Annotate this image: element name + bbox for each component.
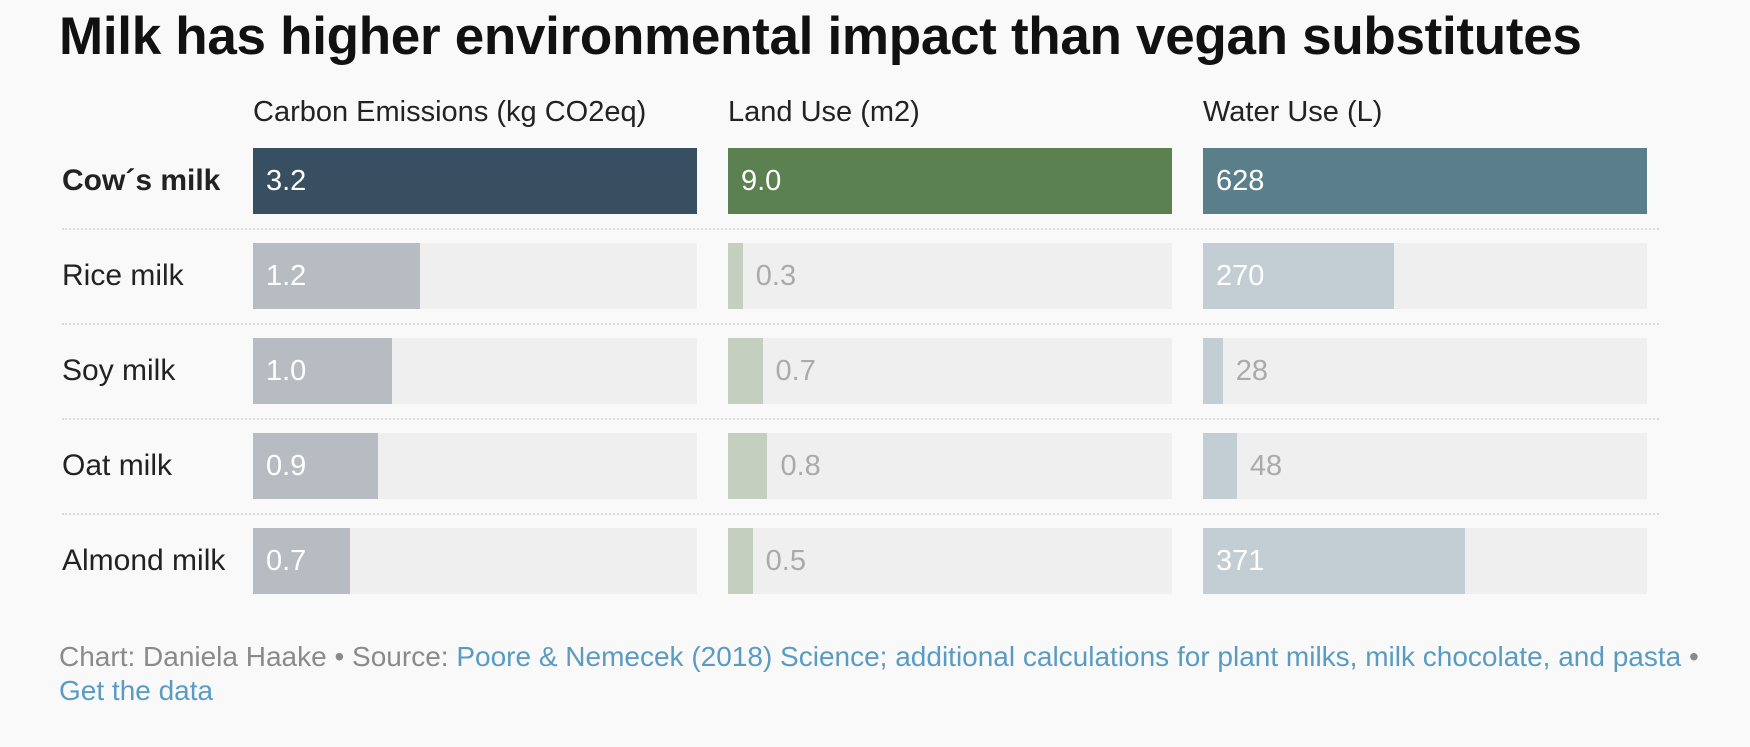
bar-track: 0.5 <box>728 528 1172 594</box>
row-label-oat-milk: Oat milk <box>62 449 173 482</box>
bar-land <box>728 243 743 309</box>
bar-value-label: 0.5 <box>765 545 806 577</box>
bar-value-label: 371 <box>1216 545 1265 577</box>
chart-title: Milk has higher environmental impact tha… <box>59 7 1582 66</box>
bar-track: 270 <box>1203 243 1647 309</box>
bar-track: 1.2 <box>253 243 697 309</box>
bar-value-label: 0.7 <box>775 355 816 387</box>
bar-value-label: 0.7 <box>266 545 307 577</box>
row-separator <box>62 228 1659 230</box>
row-label-almond-milk: Almond milk <box>62 544 226 577</box>
bar-value-label: 0.9 <box>266 450 307 482</box>
bar-carbon <box>253 243 420 309</box>
bar-water <box>1203 148 1647 214</box>
bar-value-label: 28 <box>1235 355 1269 387</box>
bar-track: 48 <box>1203 433 1647 499</box>
row-separator <box>62 418 1659 420</box>
row-label-soy-milk: Soy milk <box>62 354 176 387</box>
footer-credit: Chart: Daniela Haake • Source: <box>59 641 457 672</box>
bar-value-label: 48 <box>1249 450 1283 482</box>
bar-value-label: 628 <box>1216 165 1265 197</box>
bar-track: 9.0 <box>728 148 1172 214</box>
bar-land <box>728 338 763 404</box>
bar-water <box>1203 528 1466 594</box>
column-header-land: Land Use (m2) <box>728 96 920 128</box>
bar-track: 0.7 <box>728 338 1172 404</box>
source-link[interactable]: Poore & Nemecek (2018) Science; addition… <box>456 641 1682 672</box>
row-label-rice-milk: Rice milk <box>62 259 184 292</box>
bar-track: 3.2 <box>253 148 697 214</box>
bar-land <box>728 528 753 594</box>
bar-land <box>728 433 768 499</box>
row-label-cows-milk: Cow´s milk <box>62 164 221 197</box>
bar-water <box>1203 338 1223 404</box>
bar-track: 628 <box>1203 148 1647 214</box>
footer-separator: • <box>1681 641 1699 672</box>
bar-track: 1.0 <box>253 338 697 404</box>
chart-footer: Chart: Daniela Haake • Source: Poore & N… <box>59 640 1699 708</box>
bar-value-label: 270 <box>1216 260 1265 292</box>
bar-track: 28 <box>1203 338 1647 404</box>
bar-track: 0.8 <box>728 433 1172 499</box>
bar-value-label: 0.3 <box>755 260 797 292</box>
bar-value-label: 1.0 <box>266 355 307 387</box>
row-separator <box>62 513 1659 515</box>
column-header-carbon: Carbon Emissions (kg CO2eq) <box>253 96 647 128</box>
bar-track: 0.7 <box>253 528 697 594</box>
bar-track: 0.9 <box>253 433 697 499</box>
bar-track: 0.3 <box>728 243 1172 309</box>
row-separator <box>62 323 1659 325</box>
bar-track: 371 <box>1203 528 1647 594</box>
get-the-data-link[interactable]: Get the data <box>59 675 214 706</box>
bar-water <box>1203 433 1237 499</box>
bar-carbon <box>253 528 351 594</box>
bar-water <box>1203 243 1394 309</box>
bar-value-label: 1.2 <box>266 260 307 292</box>
column-header-water: Water Use (L) <box>1203 96 1383 128</box>
bar-value-label: 9.0 <box>741 165 782 197</box>
bar-carbon <box>253 338 392 404</box>
bar-value-label: 0.8 <box>780 450 821 482</box>
bar-carbon <box>253 148 697 214</box>
bar-carbon <box>253 433 378 499</box>
bar-value-label: 3.2 <box>266 165 307 197</box>
bar-land <box>728 148 1172 214</box>
